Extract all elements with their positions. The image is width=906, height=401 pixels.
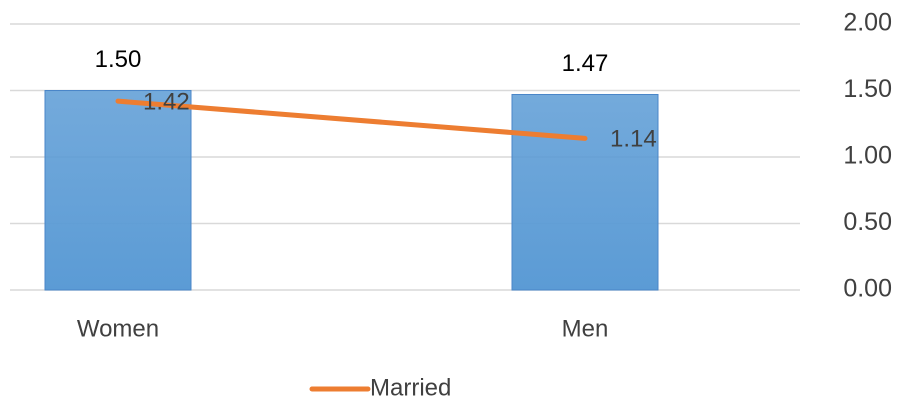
x-tick-label: Men	[562, 315, 609, 342]
data-label: 1.14	[610, 126, 657, 153]
y-tick-label: 0.00	[843, 275, 892, 303]
bar	[511, 93, 659, 291]
data-label: 1.47	[562, 50, 609, 77]
y-tick-label: 1.50	[843, 75, 892, 103]
x-tick-label: Women	[77, 315, 159, 342]
y-tick-label: 1.00	[843, 142, 892, 170]
data-label: 1.50	[95, 46, 142, 73]
legend-label: Married	[370, 374, 451, 401]
bar	[44, 90, 192, 291]
y-tick-label: 0.50	[843, 208, 892, 236]
line	[115, 98, 588, 141]
data-label: 1.42	[143, 88, 190, 115]
y-tick-label: 2.00	[843, 9, 892, 37]
